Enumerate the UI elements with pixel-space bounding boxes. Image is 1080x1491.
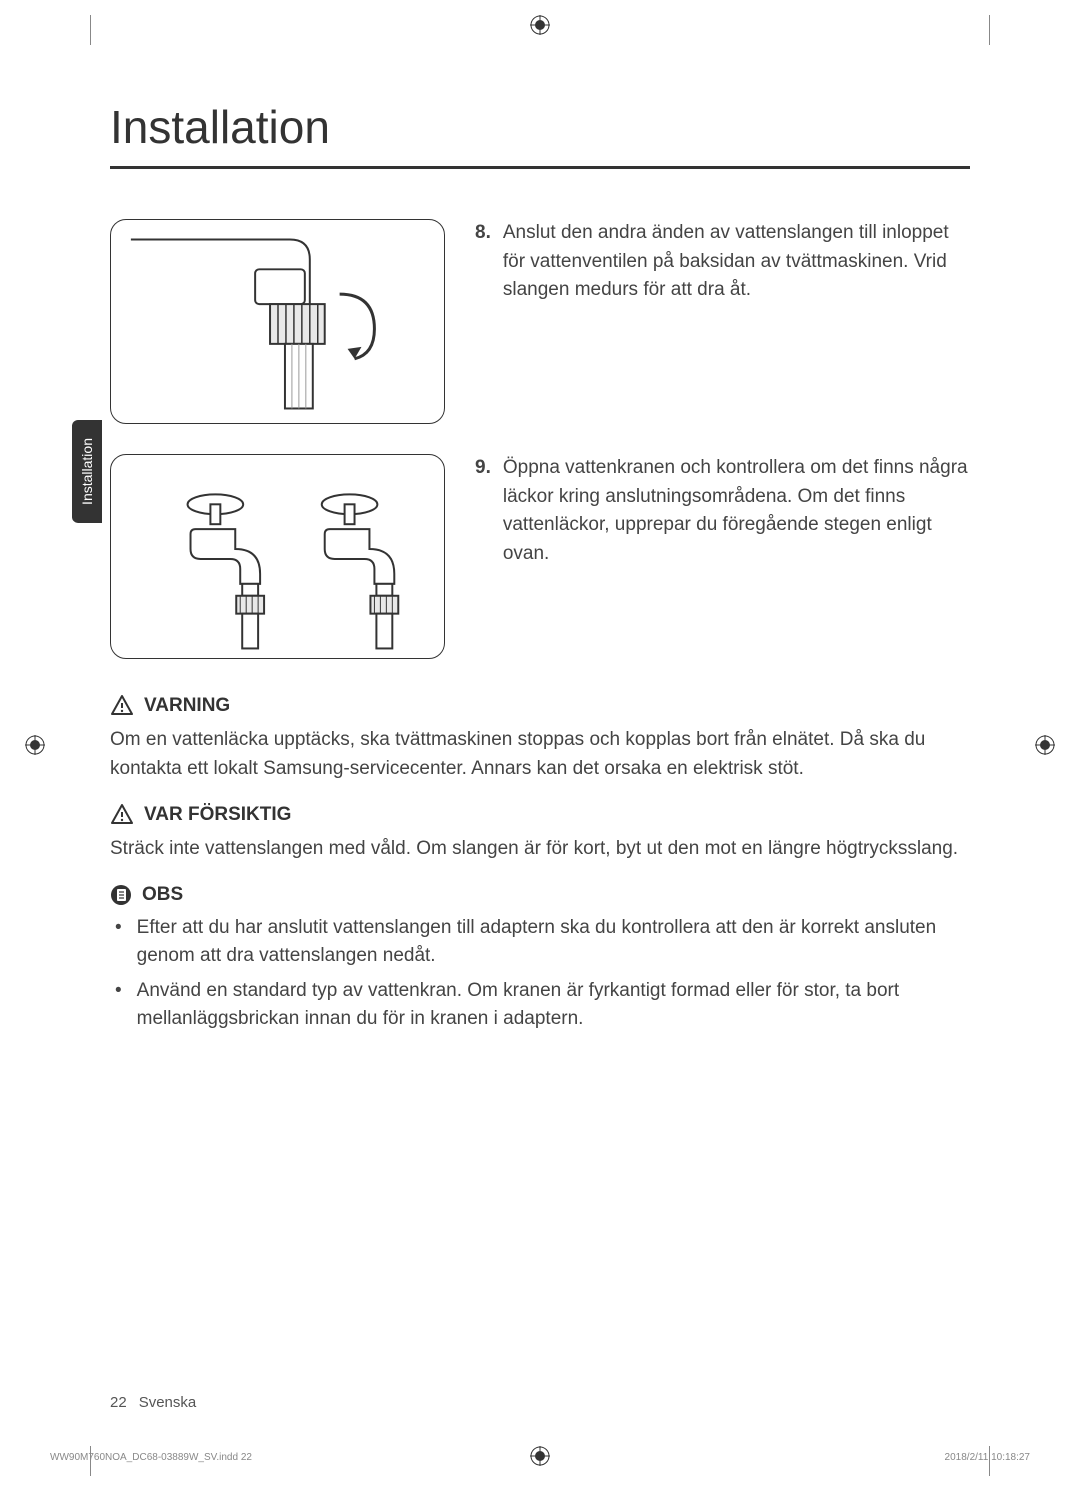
warning-body: Om en vattenläcka upptäcks, ska tvättmas…: [110, 726, 970, 783]
page-footer: 22 Svenska: [110, 1394, 196, 1411]
note-title: OBS: [142, 884, 183, 906]
illustration-hose-connection: [110, 219, 445, 424]
registration-mark-left: [25, 735, 45, 755]
step-8-text: 8. Anslut den andra änden av vattenslang…: [475, 219, 970, 424]
caution-title: VAR FÖRSIKTIG: [144, 804, 291, 826]
note-item: Använd en standard typ av vattenkran. Om…: [110, 977, 970, 1034]
warning-title: VARNING: [144, 695, 230, 717]
step-number: 8.: [475, 219, 491, 424]
registration-mark-right: [1035, 735, 1055, 755]
crop-mark: [989, 15, 990, 45]
section-tab: Installation: [72, 420, 102, 523]
warning-section: VARNING Om en vattenläcka upptäcks, ska …: [110, 694, 970, 783]
step-9-text: 9. Öppna vattenkranen och kontrollera om…: [475, 454, 970, 659]
note-icon: [110, 884, 132, 906]
page-language: Svenska: [139, 1394, 197, 1411]
step-body: Anslut den andra änden av vattenslangen …: [503, 219, 970, 424]
caution-body: Sträck inte vattenslangen med våld. Om s…: [110, 835, 970, 864]
print-timestamp: 2018/2/11 10:18:27: [945, 1452, 1030, 1463]
page-number: 22: [110, 1394, 127, 1411]
caution-section: VAR FÖRSIKTIG Sträck inte vattenslangen …: [110, 803, 970, 864]
print-footer: WW90M760NOA_DC68-03889W_SV.indd 22 2018/…: [50, 1452, 1030, 1463]
step-row-9: 9. Öppna vattenkranen och kontrollera om…: [110, 454, 970, 659]
page-title: Installation: [110, 100, 970, 169]
registration-mark-top: [530, 15, 550, 35]
step-body: Öppna vattenkranen och kontrollera om de…: [503, 454, 970, 659]
illustration-water-taps: [110, 454, 445, 659]
print-filename: WW90M760NOA_DC68-03889W_SV.indd 22: [50, 1452, 252, 1463]
note-item: Efter att du har anslutit vattenslangen …: [110, 914, 970, 971]
crop-mark: [90, 15, 91, 45]
warning-icon: [110, 694, 134, 718]
step-row-8: 8. Anslut den andra änden av vattenslang…: [110, 219, 970, 424]
step-number: 9.: [475, 454, 491, 659]
note-list: Efter att du har anslutit vattenslangen …: [110, 914, 970, 1034]
note-section: OBS Efter att du har anslutit vattenslan…: [110, 884, 970, 1034]
caution-icon: [110, 803, 134, 827]
